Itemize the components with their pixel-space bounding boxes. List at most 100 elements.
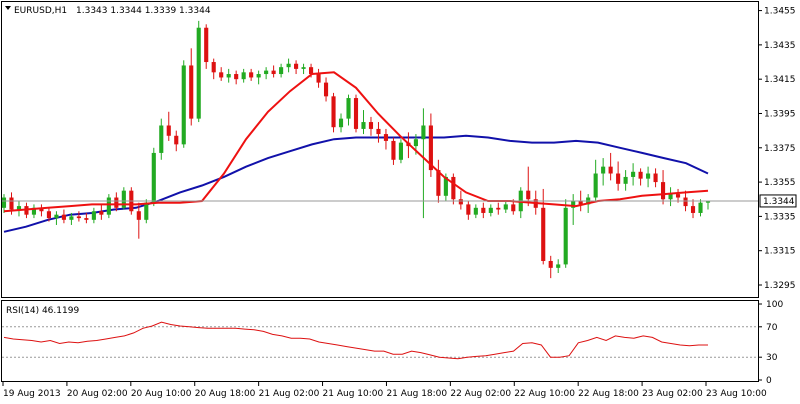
candle-body — [46, 211, 51, 219]
candle-body — [391, 140, 396, 160]
candle-body — [548, 260, 553, 268]
candle-body — [623, 176, 628, 184]
candle-body — [593, 173, 598, 198]
candle-body — [511, 204, 516, 212]
fast-ma-polyline — [3, 71, 709, 213]
candle-body — [451, 176, 456, 200]
candle-body — [638, 171, 643, 179]
candle-body — [376, 128, 381, 135]
price-tick-label: 1.3355 — [764, 178, 796, 188]
time-tick-label: 20 Aug 10:00 — [131, 389, 192, 399]
candle-body — [196, 27, 201, 119]
candles — [1, 20, 711, 279]
candle-body — [166, 125, 171, 136]
candle-body — [61, 214, 66, 220]
fast-moving-average-line — [3, 71, 709, 213]
candle-body — [151, 152, 156, 203]
candle-body — [458, 199, 463, 205]
candle-body — [264, 70, 269, 75]
candle-body — [16, 206, 22, 210]
candle-body — [301, 67, 306, 69]
last-price-value: 1.3344 — [763, 197, 795, 207]
time-tick-label: 22 Aug 18:00 — [578, 389, 639, 399]
candle-body — [241, 72, 246, 80]
rsi-polyline — [3, 321, 708, 360]
time-tick-label: 21 Aug 10:00 — [323, 389, 384, 399]
candle-body — [436, 170, 441, 196]
candle-body — [675, 194, 681, 198]
candle-body — [309, 67, 314, 75]
slow-moving-average-line — [3, 134, 709, 233]
last-price-badge — [759, 194, 797, 208]
candle-body — [361, 122, 366, 129]
time-tick-label: 22 Aug 02:00 — [450, 389, 511, 399]
candle-body — [653, 173, 658, 183]
candle-body — [683, 197, 688, 207]
candle-body — [121, 190, 126, 208]
candle-body — [286, 63, 291, 68]
candle-body — [99, 211, 104, 215]
time-tick-label: 21 Aug 02:00 — [259, 389, 320, 399]
rsi-panel-frame[interactable] — [1, 300, 759, 382]
rsi-tick-label: 70 — [766, 323, 778, 333]
candle-body — [211, 62, 216, 73]
candle-body — [279, 67, 284, 75]
symbol-timeframe: EURUSD,H1 — [14, 6, 67, 16]
candle-body — [39, 207, 44, 212]
candle-body — [646, 173, 651, 179]
candle-body — [541, 207, 546, 261]
candle-body — [616, 173, 621, 184]
candle-body — [631, 171, 636, 177]
candle-body — [316, 74, 321, 83]
candle-body — [668, 194, 673, 200]
rsi-tick-label: 100 — [766, 300, 783, 310]
candle-body — [249, 72, 254, 78]
candle-body — [601, 166, 606, 174]
candle-body — [481, 207, 486, 213]
slow-ma-polyline — [3, 134, 709, 233]
price-tick-label: 1.3295 — [764, 281, 796, 291]
candle-body — [705, 200, 711, 203]
price-tick-label: 1.3395 — [764, 109, 796, 119]
price-axis: 1.3455 1.3435 1.3415 1.3395 1.3375 1.3355 1.33… — [758, 7, 796, 291]
candle-body — [578, 200, 583, 205]
chart-menu-triangle-icon[interactable] — [5, 6, 11, 10]
candle-body — [174, 135, 179, 145]
candle-body — [563, 207, 568, 265]
rsi-tick-label: 0 — [766, 376, 772, 386]
candle-body — [204, 27, 209, 63]
candle-body — [219, 72, 224, 78]
candle-body — [698, 202, 703, 213]
time-tick-label: 22 Aug 10:00 — [514, 389, 575, 399]
candle-body — [181, 65, 186, 145]
price-tick-label: 1.3315 — [764, 247, 796, 257]
candle-body — [608, 166, 613, 174]
candle-body — [271, 70, 276, 75]
candle-body — [234, 74, 239, 80]
candle-body — [413, 139, 418, 147]
candle-body — [346, 98, 351, 119]
price-panel-frame[interactable] — [1, 1, 759, 298]
time-tick-label: 19 Aug 2013 — [3, 389, 61, 399]
candle-body — [114, 197, 119, 208]
candle-body — [353, 98, 359, 129]
candle-body — [31, 207, 37, 215]
candle-body — [76, 216, 81, 219]
candle-body — [503, 204, 508, 210]
price-tick-label: 1.3435 — [764, 41, 796, 51]
candle-body — [398, 142, 403, 160]
rsi-tick-label: 30 — [766, 353, 778, 363]
candle-body — [144, 202, 149, 220]
price-tick-label: 1.3335 — [764, 212, 796, 222]
candle-body — [496, 207, 501, 210]
candle-body — [9, 197, 14, 210]
candle-body — [226, 74, 231, 78]
candle-body — [383, 134, 389, 141]
candle-body — [338, 118, 344, 128]
candle-body — [443, 176, 448, 196]
candle-body — [1, 197, 7, 208]
candle-body — [421, 125, 426, 140]
candle-body — [106, 197, 111, 215]
